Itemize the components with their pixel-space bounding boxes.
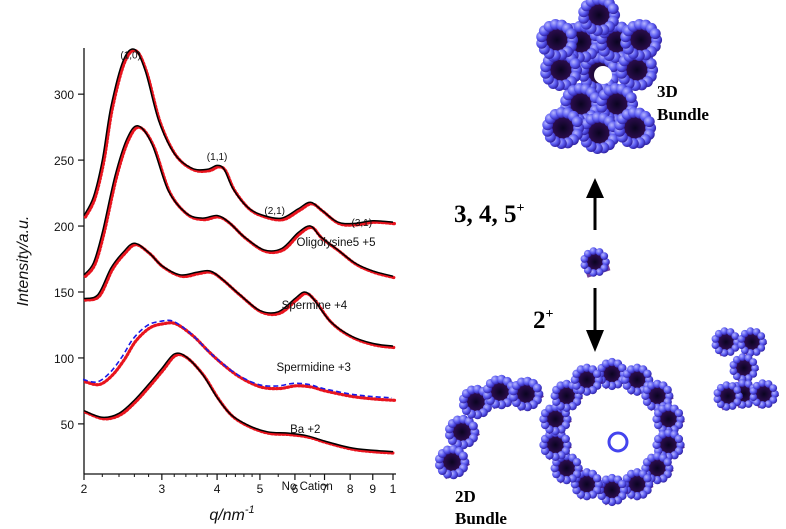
up-ions-charge: + xyxy=(517,201,525,216)
nanotube-icon xyxy=(749,379,780,409)
series-fit-line xyxy=(83,125,394,277)
bundle-schematic: 3D Bundle 2D Bundle 3, 4, 5+ 2+ xyxy=(435,0,780,528)
bundle-center-marker xyxy=(594,66,612,84)
bundle-2d-label-line2: Bundle xyxy=(455,509,507,528)
nanotube-icon xyxy=(711,327,742,357)
series-fit-line xyxy=(83,242,394,347)
nanotube-icon xyxy=(509,376,545,412)
bundle-2d-label-line1: 2D xyxy=(455,487,476,506)
peak-label: (3,1) xyxy=(352,218,373,229)
nanotube-icon xyxy=(542,107,585,149)
series-data-points xyxy=(83,321,397,402)
down-ions-charge: + xyxy=(546,307,554,322)
up-transition-label: 3, 4, 5+ xyxy=(454,201,525,228)
x-axis-label: q/nm-1 xyxy=(209,504,254,524)
series-labels: Oligolysine5 +5 Spermine +4 Spermidine +3 B… xyxy=(276,237,375,493)
y-tick-label: 250 xyxy=(54,154,74,168)
nanotube-icon xyxy=(737,327,768,357)
nanotube-icon xyxy=(595,357,629,391)
x-tick-label: 6 xyxy=(292,482,299,496)
series-fit-line xyxy=(83,352,394,453)
ring-center-tube xyxy=(607,431,629,453)
series-label: Ba +2 xyxy=(290,424,320,436)
nanotube-icon xyxy=(435,444,471,480)
x-tick-label: 1 xyxy=(390,482,397,496)
single-nanotube-icon xyxy=(580,247,611,278)
series-fit-line xyxy=(83,48,394,225)
peak-label: (1,0) xyxy=(120,51,141,62)
x-tick-label: 4 xyxy=(214,482,221,496)
nanotube-icon xyxy=(578,112,621,154)
y-tick-label: 200 xyxy=(54,220,74,234)
x-tick-label: 3 xyxy=(159,482,166,496)
y-tick-label: 300 xyxy=(54,88,74,102)
single-tube-illustration xyxy=(580,247,611,278)
x-tick-label: 7 xyxy=(321,482,328,496)
nanotube-icon xyxy=(620,19,663,61)
nanotube-icon xyxy=(539,428,572,462)
x-tick-label: 2 xyxy=(81,482,88,496)
peak-labels: (1,0) (1,1) (2,1) (3,1) xyxy=(120,51,372,229)
down-transition-label: 2+ xyxy=(533,307,554,334)
arrow-down-icon xyxy=(586,288,604,352)
x-axis-label-exponent: -1 xyxy=(245,504,255,516)
x-tick-label: 5 xyxy=(257,482,264,496)
y-axis-label: Intensity/a.u. xyxy=(15,216,32,307)
nanotube-icon xyxy=(614,107,657,149)
series-label: No Cation xyxy=(282,481,333,493)
x-tick-label: 8 xyxy=(347,482,354,496)
series-curves xyxy=(82,48,397,455)
bundle-3d-label-line2: Bundle xyxy=(657,105,709,124)
nanotube-icon xyxy=(729,353,760,383)
nanotube-icon xyxy=(536,19,579,61)
nanotube-icon xyxy=(713,381,744,411)
series-label: Spermidine +3 xyxy=(276,362,350,374)
x-axis-label-base: q/nm xyxy=(209,507,245,524)
y-axis-ticks: 50 100 150 200 250 300 xyxy=(54,88,84,432)
x-tick-label: 9 xyxy=(369,482,376,496)
nanotube-icon xyxy=(578,0,621,36)
bundle-3d-illustration xyxy=(536,0,663,154)
series-data-blue-dashed xyxy=(82,319,393,399)
nanotube-icon xyxy=(616,49,659,91)
y-tick-label: 100 xyxy=(54,352,74,366)
series-label: Spermine +4 xyxy=(282,300,348,312)
nanotube-icon xyxy=(595,473,629,507)
bundle-3d-label-line1: 3D xyxy=(657,82,678,101)
y-tick-label: 50 xyxy=(61,418,75,432)
nanotube-icon xyxy=(621,363,654,396)
nanotube-icon xyxy=(445,414,481,450)
bundle-2d-illustration xyxy=(435,327,780,507)
y-tick-label: 150 xyxy=(54,286,74,300)
arrow-up-icon xyxy=(586,178,604,230)
series-label: Oligolysine5 +5 xyxy=(297,237,376,249)
down-ions-text: 2 xyxy=(533,307,546,334)
up-ions-text: 3, 4, 5 xyxy=(454,201,517,228)
nanotube-icon xyxy=(570,363,604,396)
peak-label: (1,1) xyxy=(207,152,228,163)
series-data-points xyxy=(83,125,397,280)
peak-label: (2,1) xyxy=(264,206,285,217)
